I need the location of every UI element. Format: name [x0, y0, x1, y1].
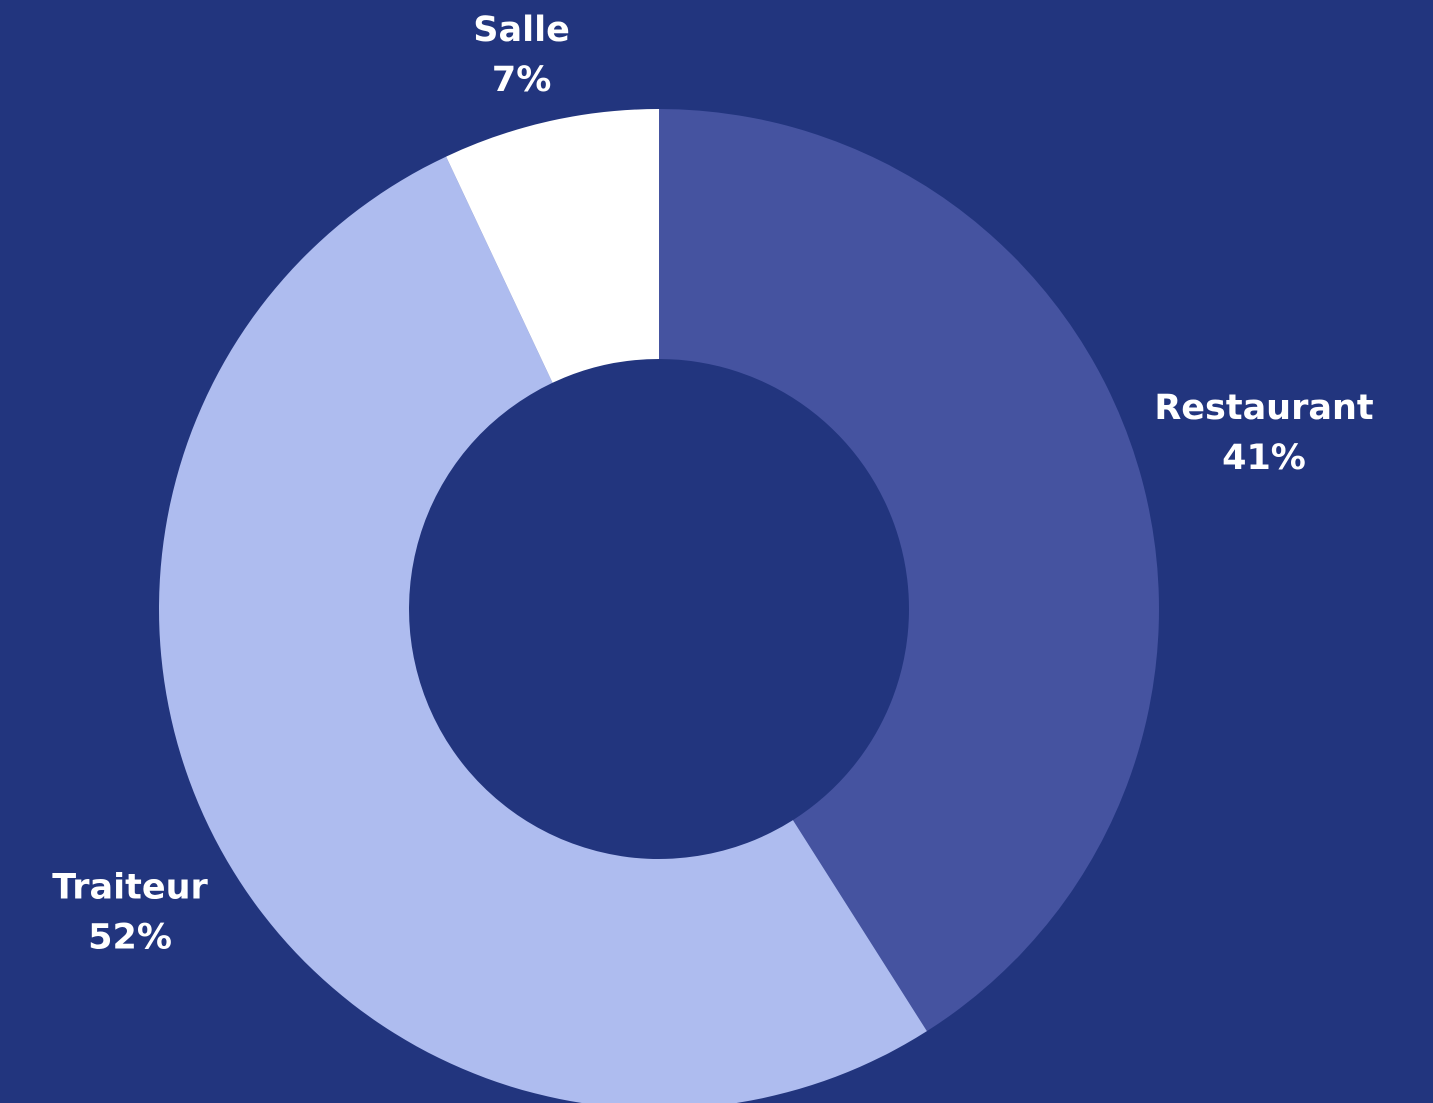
- slice-label: Traiteur: [52, 868, 208, 908]
- slice-label: Restaurant: [1154, 388, 1373, 428]
- donut-slice: [446, 109, 659, 383]
- donut-slice: [659, 109, 1159, 1032]
- slice-value-label: 41%: [1222, 438, 1306, 478]
- slice-label: Salle: [473, 10, 570, 50]
- slice-value-label: 52%: [88, 918, 172, 958]
- slice-value-label: 7%: [492, 60, 551, 100]
- donut-slice: [159, 156, 927, 1103]
